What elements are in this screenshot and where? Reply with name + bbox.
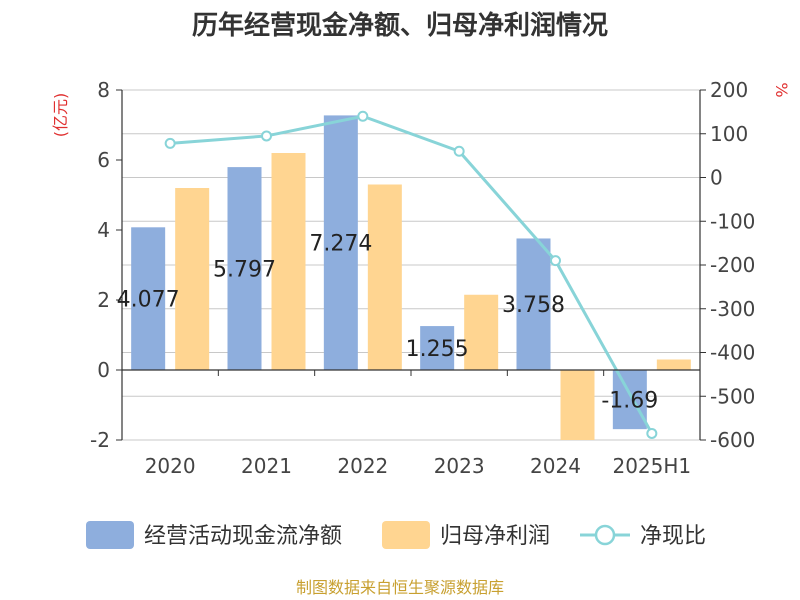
- right-tick-label: -100: [710, 209, 755, 233]
- left-tick-label: 4: [97, 218, 110, 242]
- net-cash-ratio-point: [646, 427, 658, 439]
- category-label: 2025H1: [612, 454, 691, 478]
- left-tick-label: -2: [90, 428, 110, 452]
- data-label: 4.077: [117, 288, 180, 313]
- legend-swatch-operating-cash-flow: [86, 521, 134, 549]
- category-label: 2024: [530, 454, 581, 478]
- line-series: [164, 110, 658, 439]
- right-tick-label: 200: [710, 78, 748, 102]
- legend-label: 经营活动现金流净额: [144, 524, 342, 549]
- right-tick-label: -600: [710, 428, 755, 452]
- bar-operating-cash-flow: [323, 115, 358, 370]
- data-label: 1.255: [406, 337, 469, 362]
- bar-net-profit: [271, 153, 306, 370]
- category-label: 2023: [434, 454, 485, 478]
- legend-label: 净现比: [640, 524, 706, 549]
- bar-operating-cash-flow: [516, 238, 551, 370]
- bar-net-profit: [656, 359, 691, 370]
- data-labels: 4.077 5.797 7.274 1.255 3.758 -1.69: [117, 232, 659, 414]
- category-label: 2020: [145, 454, 196, 478]
- left-tick-label: 8: [97, 78, 110, 102]
- legend: 经营活动现金流净额 归母净利润 净现比: [86, 521, 706, 549]
- chart-title: 历年经营现金净额、归母净利润情况: [192, 10, 608, 41]
- left-tick-label: 6: [97, 148, 110, 172]
- bar-net-profit: [560, 370, 595, 440]
- left-axis-unit: (亿元): [51, 93, 70, 138]
- right-tick-label: 0: [710, 166, 723, 190]
- legend-marker-net-cash-ratio: [594, 524, 616, 546]
- legend-label: 归母净利润: [440, 524, 550, 549]
- source-note: 制图数据来自恒生聚源数据库: [296, 578, 504, 597]
- data-label: -1.69: [601, 389, 658, 414]
- left-tick-label: 2: [97, 288, 110, 312]
- bar-operating-cash-flow: [131, 227, 166, 370]
- data-label: 3.758: [502, 293, 565, 318]
- net-cash-ratio-point: [357, 110, 369, 122]
- bars: [131, 115, 691, 440]
- right-tick-label: 100: [710, 122, 748, 146]
- bar-operating-cash-flow: [420, 326, 455, 370]
- gridlines: [122, 89, 700, 441]
- bar-net-profit: [464, 294, 499, 370]
- net-cash-ratio-point: [261, 130, 272, 142]
- right-tick-label: -300: [710, 297, 755, 321]
- bar-net-profit: [367, 184, 402, 370]
- right-tick-label: -400: [710, 341, 755, 365]
- category-label: 2022: [337, 454, 388, 478]
- right-tick-label: -200: [710, 253, 755, 277]
- data-label: 5.797: [213, 258, 276, 283]
- net-cash-ratio-point: [164, 137, 176, 149]
- bar-operating-cash-flow: [612, 370, 647, 430]
- left-tick-label: 0: [97, 358, 110, 382]
- bar-net-profit: [175, 188, 210, 370]
- right-axis-unit: %: [772, 82, 791, 97]
- net-cash-ratio-point: [550, 255, 561, 267]
- legend-swatch-net-profit: [382, 521, 430, 549]
- category-label: 2021: [241, 454, 292, 478]
- data-label: 7.274: [309, 232, 372, 257]
- right-tick-label: -500: [710, 384, 755, 408]
- bar-operating-cash-flow: [227, 167, 262, 370]
- axes: -600 -500 -400 -300 -200 -100 0 100 200 -2 0 2 4 6 8 20…: [90, 78, 755, 478]
- net-cash-ratio-line: [170, 114, 654, 435]
- net-cash-ratio-point: [453, 145, 465, 157]
